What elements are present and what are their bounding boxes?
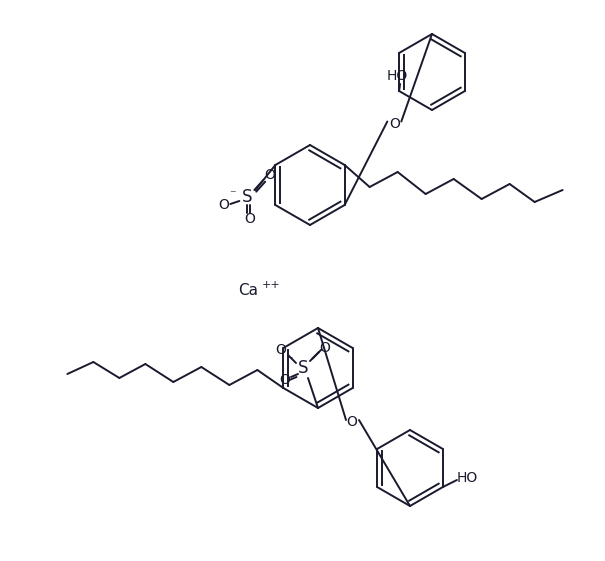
Text: S: S: [242, 188, 253, 206]
Text: ⁻: ⁻: [229, 188, 236, 201]
Text: O: O: [319, 341, 330, 355]
Text: ⁻: ⁻: [286, 355, 292, 367]
Text: O: O: [275, 343, 286, 357]
Text: O: O: [280, 373, 290, 387]
Text: HO: HO: [456, 471, 477, 485]
Text: ++: ++: [262, 280, 281, 290]
Text: O: O: [264, 168, 275, 182]
Text: O: O: [218, 198, 229, 212]
Text: O: O: [347, 415, 358, 429]
Text: O: O: [244, 212, 255, 226]
Text: Ca: Ca: [238, 283, 258, 297]
Text: S: S: [298, 359, 309, 377]
Text: O: O: [389, 117, 400, 131]
Text: HO: HO: [387, 69, 408, 83]
